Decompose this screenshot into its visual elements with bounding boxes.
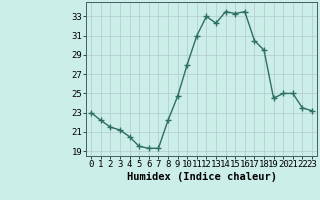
X-axis label: Humidex (Indice chaleur): Humidex (Indice chaleur) [127, 172, 276, 182]
